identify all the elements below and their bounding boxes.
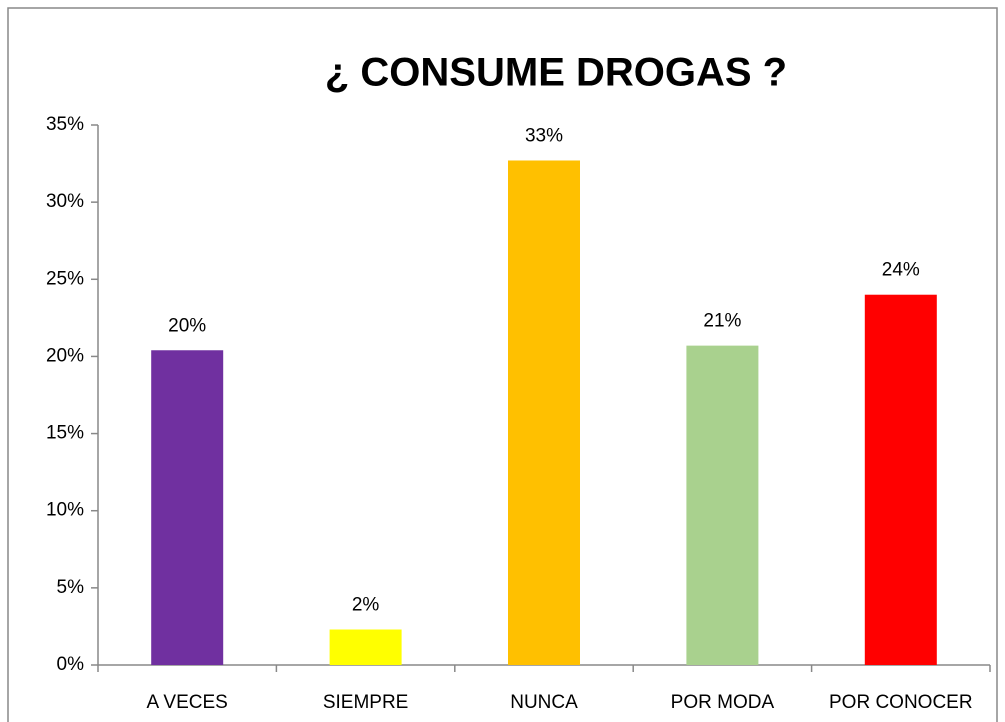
y-tick-label: 35%: [46, 114, 84, 135]
y-tick-label: 5%: [57, 577, 85, 598]
chart-title: ¿ CONSUME DROGAS ?: [325, 51, 787, 95]
data-label: 2%: [352, 595, 380, 616]
y-tick-label: 0%: [57, 654, 85, 675]
data-label: 20%: [168, 315, 206, 336]
x-tick-label: A VECES: [147, 692, 228, 713]
data-label: 24%: [882, 260, 920, 281]
x-tick-label: SIEMPRE: [323, 692, 409, 713]
bar: [864, 294, 937, 665]
y-tick-label: 25%: [46, 268, 84, 289]
x-tick-label: POR MODA: [671, 692, 775, 713]
bar: [329, 629, 402, 665]
x-tick-label: POR CONOCER: [829, 692, 973, 713]
y-tick-label: 10%: [46, 500, 84, 521]
data-label: 21%: [703, 311, 741, 332]
y-tick-label: 15%: [46, 423, 84, 444]
y-tick-label: 20%: [46, 345, 84, 366]
bar: [686, 345, 759, 665]
x-tick-label: NUNCA: [510, 692, 578, 713]
y-tick-label: 30%: [46, 191, 84, 212]
data-label: 33%: [525, 126, 563, 147]
bar: [508, 160, 580, 665]
bar: [151, 350, 224, 665]
